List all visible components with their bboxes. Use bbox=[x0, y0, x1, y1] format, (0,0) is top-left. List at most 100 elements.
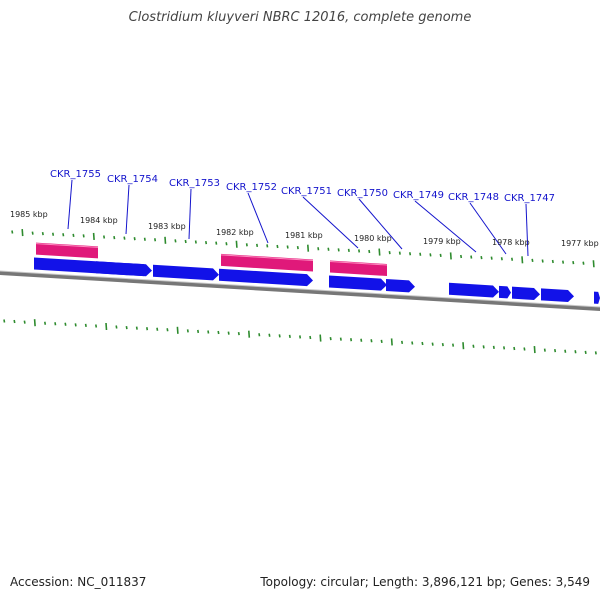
minor-tick bbox=[44, 321, 47, 325]
major-tick bbox=[21, 228, 24, 237]
minor-tick bbox=[276, 244, 279, 249]
minor-tick bbox=[411, 341, 414, 345]
minor-tick bbox=[258, 333, 261, 337]
reverse-gene-highlight bbox=[220, 254, 314, 261]
kbp-label: 1985 kbp bbox=[10, 210, 48, 219]
kbp-label: 1983 kbp bbox=[148, 222, 186, 231]
minor-tick bbox=[133, 237, 136, 241]
minor-tick bbox=[146, 327, 149, 331]
minor-tick bbox=[347, 248, 350, 253]
kbp-label: 1980 kbp bbox=[354, 234, 392, 243]
minor-tick bbox=[439, 253, 442, 258]
minor-tick bbox=[74, 323, 77, 327]
minor-tick bbox=[358, 249, 361, 253]
major-tick bbox=[105, 322, 108, 331]
label-leader-line bbox=[358, 198, 403, 250]
reverse-gene-highlight bbox=[329, 261, 388, 266]
minor-tick bbox=[329, 336, 332, 341]
major-tick bbox=[92, 232, 95, 241]
minor-tick bbox=[13, 319, 16, 324]
minor-tick bbox=[227, 331, 230, 335]
minor-tick bbox=[205, 240, 208, 245]
minor-tick bbox=[452, 343, 455, 347]
forward-gene-arrow bbox=[96, 261, 152, 277]
minor-tick bbox=[337, 248, 340, 252]
minor-tick bbox=[350, 338, 353, 342]
forward-gene-arrow bbox=[386, 278, 415, 293]
forward-gene-arrow bbox=[512, 286, 540, 300]
minor-tick bbox=[64, 322, 67, 326]
major-tick bbox=[307, 244, 310, 252]
major-tick bbox=[533, 346, 536, 354]
minor-tick bbox=[470, 255, 473, 259]
minor-tick bbox=[135, 326, 138, 330]
locus-label: CKR_1755 bbox=[50, 169, 101, 180]
forward-gene-arrow bbox=[449, 282, 499, 298]
ticks-inner bbox=[3, 319, 597, 355]
major-tick bbox=[592, 260, 595, 268]
minor-tick bbox=[186, 329, 189, 333]
minor-tick bbox=[419, 252, 422, 256]
minor-tick bbox=[174, 239, 177, 243]
minor-tick bbox=[278, 334, 281, 338]
minor-tick bbox=[480, 255, 483, 260]
minor-tick bbox=[572, 261, 575, 265]
minor-tick bbox=[299, 335, 302, 339]
minor-tick bbox=[368, 249, 371, 254]
kbp-label: 1978 kbp bbox=[492, 238, 530, 247]
minor-tick bbox=[156, 327, 159, 331]
minor-tick bbox=[490, 256, 493, 260]
locus-label: CKR_1748 bbox=[448, 192, 499, 203]
accession-text: Accession: NC_011837 bbox=[10, 575, 146, 589]
minor-tick bbox=[184, 239, 187, 244]
minor-tick bbox=[584, 350, 587, 354]
figure-title: Clostridium kluyveri NBRC 12016, complet… bbox=[128, 10, 472, 25]
minor-tick bbox=[574, 350, 577, 354]
locus-label: CKR_1747 bbox=[504, 193, 555, 204]
forward-gene-arrow bbox=[594, 291, 600, 304]
minor-tick bbox=[594, 351, 597, 355]
minor-tick bbox=[11, 230, 14, 234]
genome-backbone bbox=[0, 270, 600, 311]
reverse-gene-box bbox=[36, 242, 98, 259]
minor-tick bbox=[562, 260, 565, 264]
major-tick bbox=[319, 334, 322, 342]
kbp-labels: 1985 kbp 1984 kbp 1983 kbp 1982 kbp 1981 kbp… bbox=[10, 210, 599, 248]
minor-tick bbox=[225, 242, 228, 246]
minor-tick bbox=[237, 332, 240, 336]
minor-tick bbox=[441, 342, 444, 347]
kbp-label: 1981 kbp bbox=[285, 231, 323, 240]
minor-tick bbox=[492, 345, 495, 350]
label-leader-line bbox=[414, 200, 477, 253]
label-leader-line bbox=[302, 196, 359, 249]
major-tick bbox=[378, 248, 381, 256]
minor-tick bbox=[23, 320, 26, 324]
kbp-label: 1979 kbp bbox=[423, 237, 461, 246]
major-tick bbox=[521, 256, 524, 264]
minor-tick bbox=[166, 328, 169, 332]
minor-tick bbox=[460, 254, 463, 259]
minor-tick bbox=[296, 245, 299, 250]
minor-tick bbox=[503, 346, 506, 350]
minor-tick bbox=[62, 233, 65, 237]
minor-tick bbox=[380, 339, 383, 343]
minor-tick bbox=[543, 348, 546, 352]
minor-tick bbox=[339, 337, 342, 341]
kbp-label: 1977 kbp bbox=[561, 239, 599, 248]
major-tick bbox=[235, 240, 238, 248]
forward-gene-arrow bbox=[153, 264, 219, 281]
label-leaders bbox=[67, 179, 529, 257]
minor-tick bbox=[401, 340, 404, 345]
minor-tick bbox=[215, 241, 218, 245]
minor-tick bbox=[245, 243, 248, 247]
major-tick bbox=[248, 330, 251, 338]
minor-tick bbox=[143, 237, 146, 241]
minor-tick bbox=[472, 344, 475, 348]
label-leader-line bbox=[125, 184, 130, 235]
ticks-outer bbox=[11, 228, 595, 268]
minor-tick bbox=[103, 235, 106, 239]
major-tick bbox=[449, 252, 452, 260]
minor-tick bbox=[398, 251, 401, 255]
accession-value: NC_011837 bbox=[77, 575, 147, 589]
locus-label: CKR_1751 bbox=[281, 186, 332, 197]
